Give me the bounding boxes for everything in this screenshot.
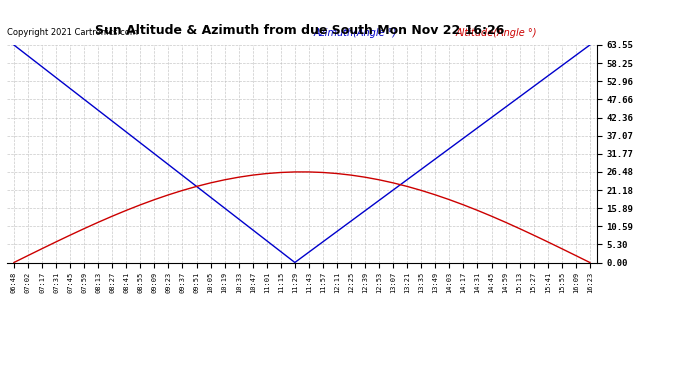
Text: Azimuth(Angle °): Azimuth(Angle °) [314,28,397,38]
Text: Copyright 2021 Cartronics.com: Copyright 2021 Cartronics.com [7,28,138,37]
Text: Altitude(Angle °): Altitude(Angle °) [455,28,537,38]
Text: Sun Altitude & Azimuth from due South Mon Nov 22 16:26: Sun Altitude & Azimuth from due South Mo… [95,24,505,38]
